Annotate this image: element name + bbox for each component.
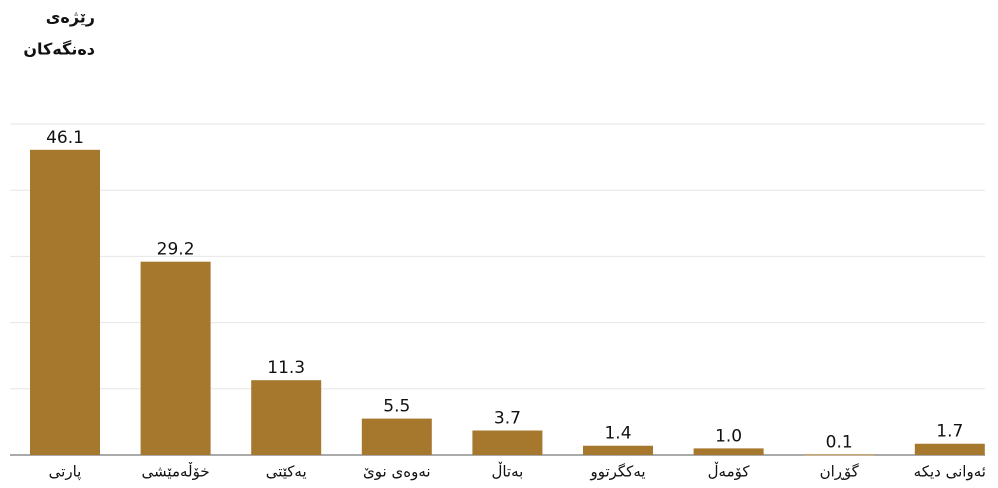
x-tick-label: گۆڕان [820,463,860,481]
value-label: 11.3 [267,358,305,378]
x-tick-label: پارتی [49,463,82,482]
x-tick-label: ئەوانی دیکە [914,463,986,481]
value-label: 1.0 [715,426,742,446]
value-label: 5.5 [383,397,410,417]
y-axis-title: رێژەی [46,8,95,27]
x-tick-label: یەکگرتوو [589,463,645,481]
value-label: 0.1 [826,432,853,452]
bar [914,443,985,455]
bar [804,454,875,456]
x-tick-label: بەتاڵ [491,463,523,481]
bar [251,380,322,455]
value-label: 29.2 [157,240,195,260]
bar [140,261,211,455]
bar [361,418,432,455]
value-label: 1.7 [936,422,963,442]
y-axis-title: دەنگەکان [23,40,95,59]
value-label: 46.1 [46,128,84,148]
value-label: 1.4 [604,424,631,444]
bar [472,430,543,455]
value-label: 3.7 [494,409,521,429]
x-tick-label: یەکێتی [266,463,307,481]
x-tick-label: خۆڵەمێشی [142,462,210,481]
bar [693,448,764,455]
bar [583,445,653,455]
x-tick-label: نەوەی نوێ [363,463,431,481]
bar [30,149,100,455]
x-tick-label: کۆمەڵ [708,463,751,481]
